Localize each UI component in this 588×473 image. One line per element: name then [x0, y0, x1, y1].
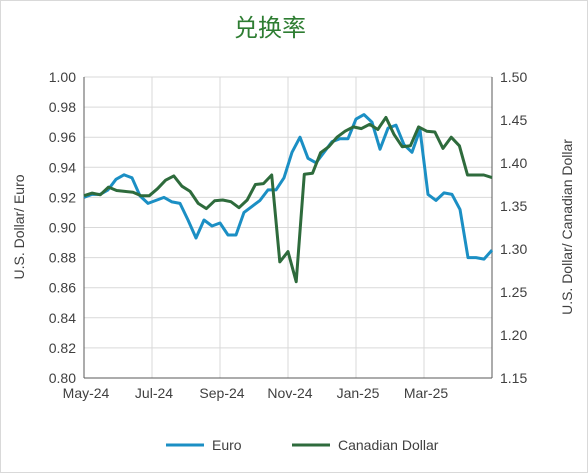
y-tick-right-label: 1.50	[500, 69, 527, 85]
series-line-euro	[83, 113, 494, 261]
x-tick-label: Jan-25	[337, 385, 380, 401]
legend-label: Canadian Dollar	[338, 437, 439, 453]
x-tick-label: May-24	[63, 385, 110, 401]
y-tick-left-label: 0.88	[49, 250, 76, 266]
right-axis-ticks: 1.15 1.20 1.25 1.30 1.35 1.40 1.45 1.50	[500, 69, 527, 386]
y-tick-left-label: 1.00	[49, 69, 76, 85]
x-tick-label: Nov-24	[267, 385, 312, 401]
y-tick-right-label: 1.30	[500, 241, 527, 257]
series-line-canadian-dollar	[83, 115, 493, 284]
y-axis-right-label: U.S. Dollar/ Canadian Dollar	[559, 139, 575, 315]
y-tick-left-label: 0.80	[49, 370, 76, 386]
y-tick-right-label: 1.40	[500, 155, 527, 171]
series-lines	[83, 113, 494, 284]
x-tick-label: Mar-25	[404, 385, 449, 401]
chart-title: 兑换率	[234, 14, 306, 42]
y-tick-left-label: 0.96	[49, 129, 76, 145]
x-tick-label: Jul-24	[135, 385, 173, 401]
left-axis-ticks: 0.80 0.82 0.84 0.86 0.88 0.90 0.92 0.94 0.96 0.98…	[49, 69, 76, 386]
y-tick-left-label: 0.90	[49, 220, 76, 236]
gridlines	[83, 76, 493, 379]
y-tick-right-label: 1.45	[500, 112, 527, 128]
y-tick-right-label: 1.35	[500, 198, 527, 214]
y-tick-left-label: 0.92	[49, 189, 76, 205]
y-tick-left-label: 0.82	[49, 340, 76, 356]
y-tick-left-label: 0.86	[49, 280, 76, 296]
legend-label: Euro	[212, 437, 242, 453]
y-tick-right-label: 1.15	[500, 370, 527, 386]
legend: Euro Canadian Dollar	[166, 437, 439, 453]
y-tick-left-label: 0.94	[49, 159, 76, 175]
y-tick-left-label: 0.84	[49, 310, 76, 326]
y-axis-left-label: U.S. Dollar/ Euro	[11, 174, 27, 279]
y-tick-right-label: 1.20	[500, 327, 527, 343]
y-tick-left-label: 0.98	[49, 99, 76, 115]
x-tick-label: Sep-24	[199, 385, 244, 401]
y-tick-right-label: 1.25	[500, 284, 527, 300]
x-axis-ticks: May-24 Jul-24 Sep-24 Nov-24 Jan-25 Mar-25	[63, 385, 449, 401]
